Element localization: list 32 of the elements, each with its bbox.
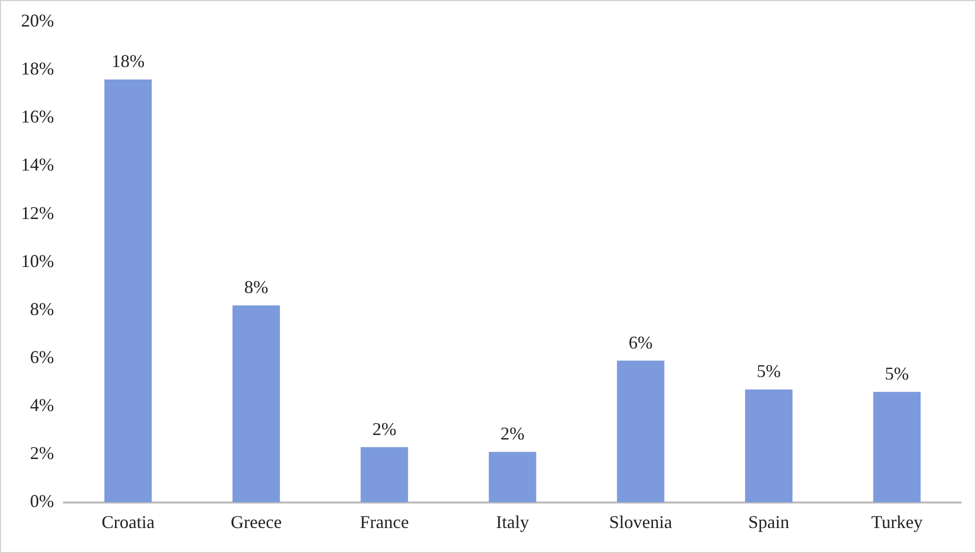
y-tick-label: 16% — [20, 106, 54, 127]
x-tick-label: Italy — [496, 512, 529, 532]
y-tick-label: 14% — [20, 154, 54, 175]
y-tick-label: 6% — [30, 346, 54, 367]
bar — [104, 79, 152, 502]
x-tick-label: Turkey — [871, 512, 923, 532]
bar — [745, 389, 792, 502]
y-tick-label: 18% — [20, 58, 54, 79]
bar — [616, 360, 664, 502]
data-label: 8% — [244, 277, 268, 298]
bar — [360, 447, 408, 502]
y-tick-label: 0% — [30, 491, 54, 512]
y-tick-label: 10% — [20, 250, 54, 271]
data-label: 5% — [884, 364, 909, 384]
bar — [873, 392, 921, 502]
x-tick-label: Slovenia — [609, 512, 672, 532]
data-label: 2% — [500, 424, 524, 444]
data-label: 18% — [112, 51, 145, 72]
bar — [488, 452, 536, 502]
y-tick-label: 2% — [30, 443, 54, 464]
data-label: 5% — [756, 361, 781, 382]
data-label: 6% — [628, 332, 653, 352]
x-tick-label: France — [360, 512, 409, 532]
y-tick-label: 4% — [30, 395, 54, 416]
y-tick-label: 12% — [20, 202, 54, 223]
y-tick-label: 20% — [20, 10, 54, 31]
bar — [232, 305, 280, 502]
y-tick-label: 8% — [30, 298, 54, 319]
x-tick-label: Greece — [230, 512, 282, 532]
x-tick-label: Spain — [748, 512, 790, 532]
data-label: 2% — [372, 418, 396, 439]
x-tick-label: Croatia — [102, 512, 155, 532]
